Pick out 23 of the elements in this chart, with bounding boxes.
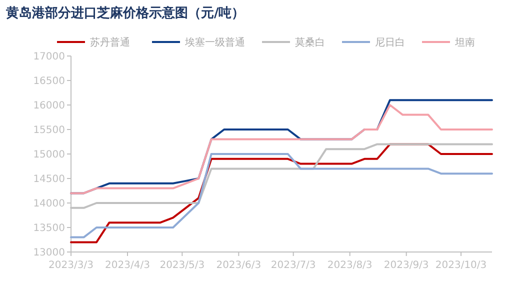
legend-label: 埃塞一级普通 xyxy=(184,36,245,48)
y-tick-label: 17000 xyxy=(33,52,65,62)
y-tick-label: 13500 xyxy=(33,223,65,234)
chart-title: 黄岛港部分进口芝麻价格示意图（元/吨） xyxy=(5,5,245,21)
x-tick-label: 2023/3/3 xyxy=(48,260,94,271)
x-tick-label: 2023/5/3 xyxy=(160,260,205,271)
x-tick-label: 2023/8/3 xyxy=(327,260,372,271)
x-tick-label: 2023/9/3 xyxy=(384,260,429,271)
legend-label: 莫桑白 xyxy=(295,36,325,48)
x-tick-label: 2023/7/3 xyxy=(270,260,316,271)
y-tick-label: 13000 xyxy=(33,248,65,258)
y-tick-label: 14000 xyxy=(33,198,65,210)
y-tick-label: 15500 xyxy=(33,125,65,136)
y-tick-label: 15000 xyxy=(33,150,65,160)
legend-label: 苏丹普通 xyxy=(90,36,130,48)
y-tick-label: 16500 xyxy=(33,76,65,87)
legend-label: 尼日白 xyxy=(375,36,405,48)
x-tick-label: 2023/6/3 xyxy=(216,260,262,271)
x-tick-label: 2023/4/3 xyxy=(105,260,150,271)
legend-label: 坦南 xyxy=(454,36,475,48)
y-tick-label: 14500 xyxy=(33,174,65,185)
x-tick-label: 2023/10/3 xyxy=(435,260,487,271)
y-tick-label: 16000 xyxy=(33,100,65,112)
